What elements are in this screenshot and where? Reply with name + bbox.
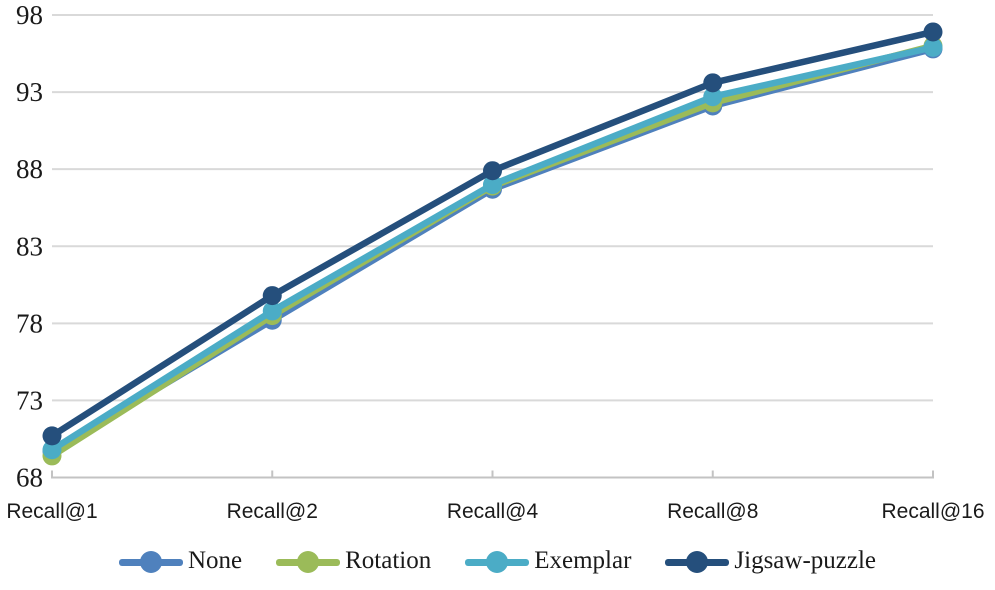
- legend-dot-swatch: [139, 551, 162, 573]
- data-point-exemplar-recall@1: [42, 440, 62, 460]
- legend-item-exemplar: Exemplar: [465, 548, 631, 576]
- data-point-exemplar-recall@4: [483, 175, 502, 195]
- data-point-exemplar-recall@2: [262, 301, 282, 321]
- x-category-label: Recall@2: [227, 500, 318, 523]
- series-line-exemplar: [48, 44, 937, 453]
- legend-label: Exemplar: [534, 547, 632, 574]
- y-tick-label: 83: [16, 231, 43, 261]
- x-category-label: Recall@1: [6, 500, 97, 523]
- legend-marker-icon: [276, 551, 341, 573]
- legend-item-none: None: [118, 547, 243, 576]
- y-tick-label: 88: [16, 154, 43, 184]
- data-point-exemplar-recall@8: [703, 87, 723, 107]
- chart-legend: None Rotation Exemplar Jigsaw-puzzle: [0, 548, 995, 576]
- x-category-label: Recall@8: [667, 500, 758, 523]
- series-line-none: [48, 45, 937, 455]
- legend-marker-icon: [665, 551, 730, 573]
- legend-item-rotation: Rotation: [276, 548, 431, 576]
- data-point-exemplar-recall@16: [923, 37, 943, 57]
- y-tick-label: 98: [16, 0, 43, 30]
- x-category-label: Recall@16: [881, 500, 984, 523]
- legend-dot-swatch: [297, 551, 320, 573]
- data-point-jigsaw-puzzle-recall@8: [703, 73, 723, 93]
- y-tick-label: 78: [16, 308, 43, 338]
- data-point-jigsaw-puzzle-recall@1: [42, 426, 62, 446]
- legend-marker-icon: [118, 551, 183, 573]
- y-tick-label: 93: [16, 77, 43, 107]
- series-line-rotation: [48, 42, 937, 460]
- legend-label: Rotation: [345, 547, 432, 574]
- legend-dot-swatch: [486, 551, 509, 573]
- x-category-label: Recall@4: [447, 500, 539, 523]
- data-point-jigsaw-puzzle-recall@2: [262, 286, 282, 306]
- legend-item-jigsaw-puzzle: Jigsaw-puzzle: [665, 548, 876, 576]
- legend-label: Jigsaw-puzzle: [734, 547, 877, 574]
- data-point-jigsaw-puzzle-recall@4: [483, 161, 502, 181]
- data-point-jigsaw-puzzle-recall@16: [923, 22, 943, 42]
- y-tick-label: 73: [16, 385, 43, 415]
- legend-marker-icon: [465, 551, 530, 573]
- y-tick-label: 68: [16, 463, 43, 493]
- legend-dot-swatch: [686, 551, 709, 573]
- chart-canvas: 68 73 78 83 88 93 98 Recall@1 Recall@2 Recall@4 Re…: [6, 0, 984, 523]
- legend-label: None: [187, 547, 243, 574]
